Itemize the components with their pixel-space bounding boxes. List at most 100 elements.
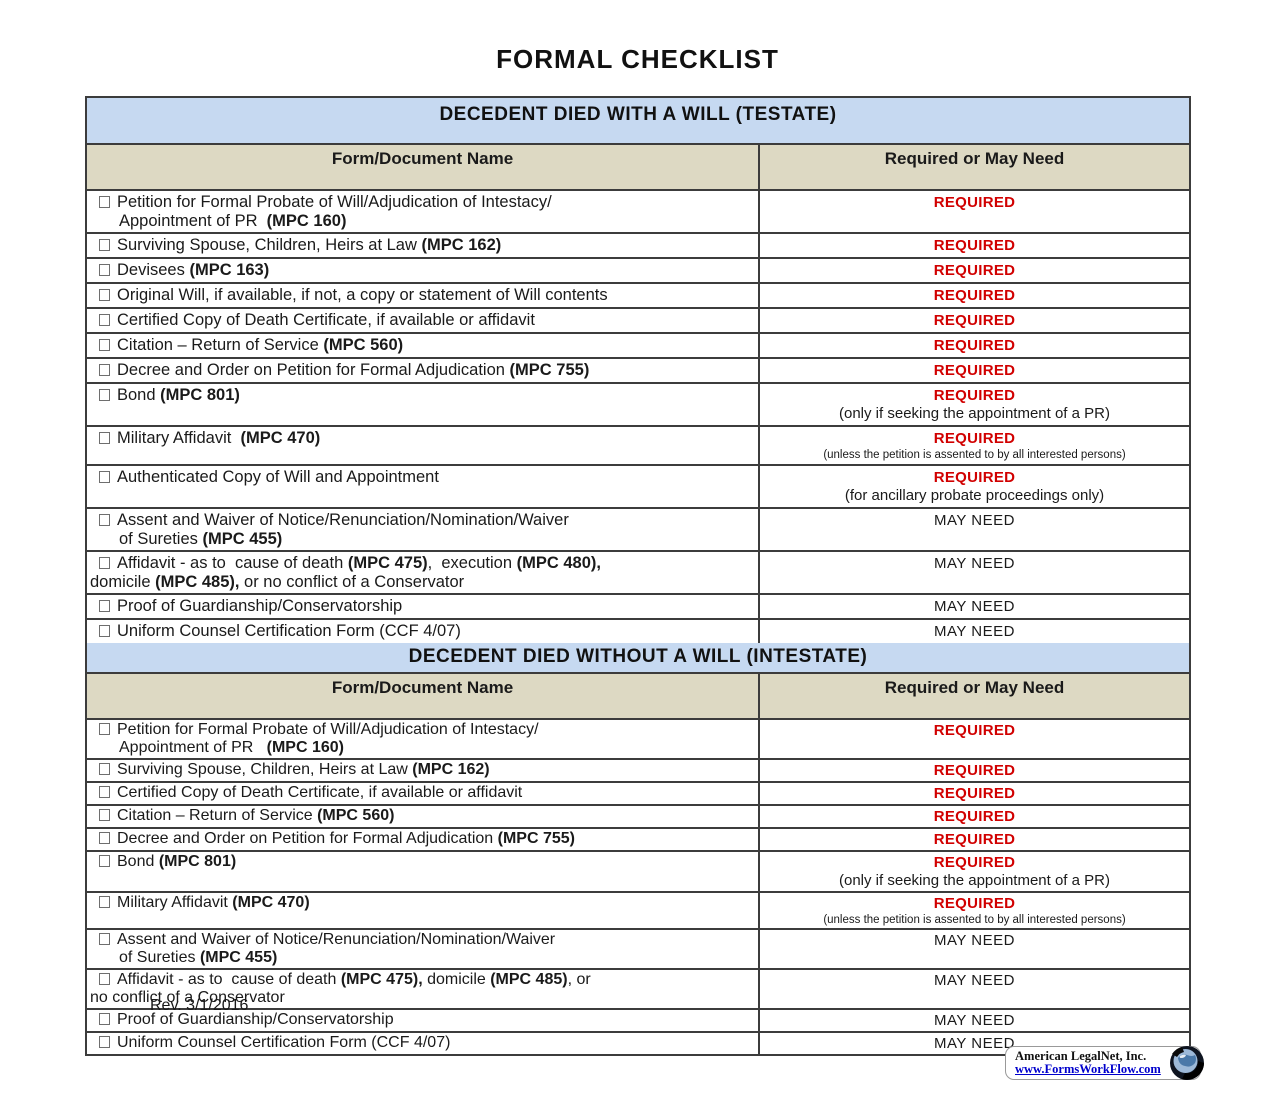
form-name-text: Appointment of PR: [119, 739, 267, 756]
checkbox[interactable]: [99, 289, 110, 301]
checkbox[interactable]: [99, 786, 110, 798]
checkbox[interactable]: [99, 339, 110, 351]
form-name-text: (MPC 162): [412, 761, 490, 778]
checkbox[interactable]: [99, 389, 110, 401]
checkbox[interactable]: [99, 1013, 110, 1025]
status-cell: REQUIRED (only if seeking the appointment…: [760, 852, 1189, 891]
status-cell: MAY NEED: [760, 1033, 1189, 1054]
form-name-text: Petition for Formal Probate of Will/Adju…: [117, 721, 539, 738]
form-name-line: Bond (MPC 801): [99, 386, 754, 405]
form-name-line: Authenticated Copy of Will and Appointme…: [99, 468, 754, 487]
form-name-line: Citation – Return of Service (MPC 560): [99, 336, 754, 355]
status-cell: REQUIRED: [760, 806, 1189, 827]
status-cell: REQUIRED (for ancillary probate proceedin…: [760, 466, 1189, 507]
form-name-text: , execution: [427, 554, 517, 572]
form-name-line: Uniform Counsel Certification Form (CCF …: [99, 622, 754, 641]
table-row: Certified Copy of Death Certificate, if …: [87, 309, 1189, 334]
table-row: Assent and Waiver of Notice/Renunciation…: [87, 509, 1189, 552]
brand-url-link[interactable]: www.FormsWorkFlow.com: [1015, 1062, 1161, 1076]
form-name-text: Bond: [117, 386, 161, 404]
status-label: REQUIRED: [933, 312, 1016, 329]
status-label: REQUIRED: [933, 287, 1016, 304]
column-header-form-name: Form/Document Name: [87, 674, 760, 718]
form-name-cell: Uniform Counsel Certification Form (CCF …: [87, 620, 760, 643]
checkbox[interactable]: [99, 196, 110, 208]
status-label: REQUIRED: [933, 895, 1016, 912]
checkbox[interactable]: [99, 763, 110, 775]
form-name-cell: Bond (MPC 801): [87, 384, 760, 425]
form-name-cell: Bond (MPC 801): [87, 852, 760, 891]
form-name-text: domicile: [90, 572, 156, 591]
status-cell: REQUIRED: [760, 284, 1189, 307]
form-name-cell: Certified Copy of Death Certificate, if …: [87, 783, 760, 804]
legalnet-brand-box: American LegalNet, Inc. www.FormsWorkFlo…: [1005, 1046, 1204, 1080]
status-label: REQUIRED: [933, 722, 1016, 739]
status-cell: REQUIRED (only if seeking the appointment…: [760, 384, 1189, 425]
form-name-line: Bond (MPC 801): [99, 853, 754, 871]
form-name-text: Authenticated Copy of Will and Appointme…: [117, 468, 439, 486]
checkbox[interactable]: [99, 809, 110, 821]
checkbox[interactable]: [99, 600, 110, 612]
status-cell: REQUIRED: [760, 259, 1189, 282]
table-row: Proof of Guardianship/Conservatorship MAY…: [87, 1010, 1189, 1033]
table-row: Decree and Order on Petition for Formal …: [87, 359, 1189, 384]
form-name-text: Assent and Waiver of Notice/Renunciation…: [117, 511, 569, 529]
status-cell: REQUIRED: [760, 720, 1189, 758]
checkbox[interactable]: [99, 471, 110, 483]
status-cell: REQUIRED: [760, 829, 1189, 850]
status-cell: MAY NEED: [760, 1010, 1189, 1031]
form-name-line: Certified Copy of Death Certificate, if …: [99, 311, 754, 330]
status-label: REQUIRED: [933, 237, 1016, 254]
checkbox[interactable]: [99, 432, 110, 444]
checkbox[interactable]: [99, 723, 110, 735]
status-cell: REQUIRED: [760, 760, 1189, 781]
form-name-text: Affidavit - as to cause of death: [117, 971, 341, 988]
revision-date: Rev. 3/1/2016: [150, 997, 249, 1014]
checkbox[interactable]: [99, 625, 110, 637]
table-row: Original Will, if available, if not, a c…: [87, 284, 1189, 309]
status-cell: REQUIRED (unless the petition is assented…: [760, 893, 1189, 928]
checkbox[interactable]: [99, 557, 110, 569]
checkbox[interactable]: [99, 264, 110, 276]
status-label: REQUIRED: [933, 262, 1016, 279]
checkbox[interactable]: [99, 314, 110, 326]
brand-company-name: American LegalNet, Inc.: [1015, 1049, 1147, 1063]
form-name-cell: Surviving Spouse, Children, Heirs at Law…: [87, 234, 760, 257]
checkbox[interactable]: [99, 239, 110, 251]
form-name-line: Petition for Formal Probate of Will/Adju…: [99, 193, 754, 212]
status-label: REQUIRED: [933, 337, 1016, 354]
form-name-text: (MPC 455): [202, 529, 283, 548]
form-name-line: Certified Copy of Death Certificate, if …: [99, 784, 754, 802]
section-header: DECEDENT DIED WITHOUT A WILL (INTESTATE): [87, 643, 1189, 674]
status-label: MAY NEED: [934, 1035, 1015, 1052]
form-name-cell: Surviving Spouse, Children, Heirs at Law…: [87, 760, 760, 781]
checkbox[interactable]: [99, 832, 110, 844]
form-name-cell: Decree and Order on Petition for Formal …: [87, 829, 760, 850]
form-name-text: no conflict of a Conservator: [90, 989, 285, 1006]
form-name-text: Decree and Order on Petition for Formal …: [117, 361, 510, 379]
form-name-text: (MPC 160): [266, 739, 344, 756]
form-name-cell: Original Will, if available, if not, a c…: [87, 284, 760, 307]
form-name-text: (MPC 470): [232, 894, 310, 911]
form-name-text: Surviving Spouse, Children, Heirs at Law: [117, 761, 413, 778]
form-name-line: Affidavit - as to cause of death (MPC 47…: [99, 971, 754, 989]
checkbox[interactable]: [99, 933, 110, 945]
table-row: Citation – Return of Service (MPC 560) RE…: [87, 806, 1189, 829]
form-name-cell: Citation – Return of Service (MPC 560): [87, 806, 760, 827]
checkbox[interactable]: [99, 514, 110, 526]
form-name-line: no conflict of a Conservator: [90, 989, 754, 1007]
checkbox[interactable]: [99, 896, 110, 908]
form-name-text: Proof of Guardianship/Conservatorship: [117, 597, 403, 615]
form-name-cell: Proof of Guardianship/Conservatorship: [87, 595, 760, 618]
form-name-line: Military Affidavit (MPC 470): [99, 894, 754, 912]
checkbox[interactable]: [99, 1036, 110, 1048]
status-label: REQUIRED: [933, 808, 1016, 825]
checkbox[interactable]: [99, 364, 110, 376]
checkbox[interactable]: [99, 855, 110, 867]
form-name-text: (MPC 455): [199, 949, 278, 966]
form-name-line: Assent and Waiver of Notice/Renunciation…: [99, 931, 754, 949]
form-name-text: (MPC 475): [347, 554, 428, 572]
form-name-text: , or: [567, 971, 591, 988]
form-name-text: (MPC 475),: [340, 971, 423, 988]
checkbox[interactable]: [99, 973, 110, 985]
